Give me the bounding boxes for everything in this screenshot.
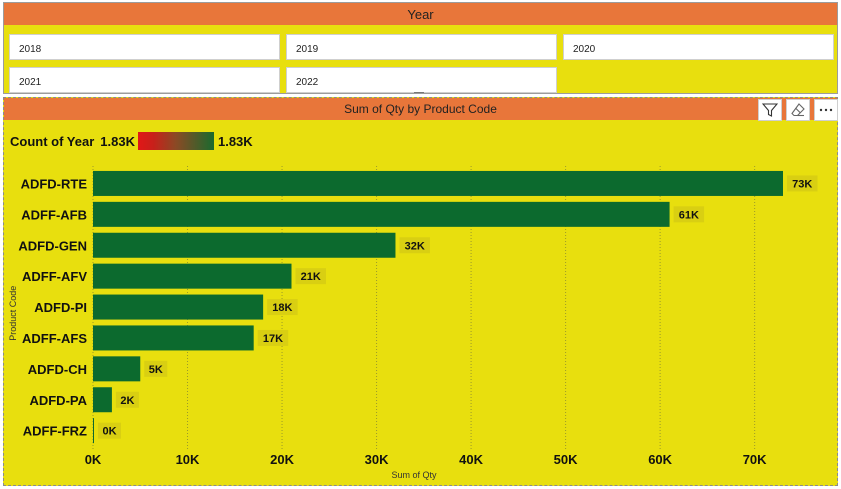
x-tick-label: 40K xyxy=(459,452,483,467)
data-label: 21K xyxy=(301,271,321,283)
x-tick-label: 60K xyxy=(648,452,672,467)
bar xyxy=(93,325,254,351)
bar-chart-visual: Sum of Qty by Product Code Count of Year… xyxy=(3,97,838,486)
data-label-bg xyxy=(257,329,289,346)
x-tick-label: 70K xyxy=(743,452,767,467)
bar xyxy=(93,170,783,196)
category-label: ADFF-AFB xyxy=(21,207,87,222)
data-label: 5K xyxy=(149,364,163,376)
x-tick-label: 10K xyxy=(176,452,200,467)
data-label: 17K xyxy=(263,333,283,345)
legend-gradient xyxy=(137,132,214,150)
x-tick-label: 50K xyxy=(554,452,578,467)
y-axis-title: Product Code xyxy=(8,286,18,341)
data-label-bg xyxy=(267,299,298,316)
data-label-bg xyxy=(115,391,139,408)
slicer-title: Year xyxy=(4,3,837,25)
bar xyxy=(93,356,141,382)
category-label: ADFD-CH xyxy=(28,362,87,377)
category-label: ADFF-AFV xyxy=(22,269,87,284)
bar xyxy=(93,232,396,258)
more-options-button[interactable] xyxy=(814,99,838,121)
data-label-bg xyxy=(295,268,326,285)
bar xyxy=(93,294,264,320)
filter-button[interactable] xyxy=(758,99,782,121)
data-label-bg xyxy=(787,175,818,192)
data-label-bg xyxy=(144,360,168,377)
data-label-bg xyxy=(673,206,705,223)
data-label: 32K xyxy=(405,240,425,252)
bar xyxy=(93,387,112,413)
chart-title: Sum of Qty by Product Code xyxy=(4,98,837,120)
data-label-bg xyxy=(98,422,121,439)
x-tick-label: 0K xyxy=(85,452,102,467)
data-label: 2K xyxy=(120,395,134,407)
legend-max: 1.83K xyxy=(217,133,253,149)
legend-min: 1.83K xyxy=(100,133,135,149)
data-label-bg xyxy=(399,237,430,254)
bar xyxy=(93,201,670,227)
slicer-option-2019[interactable]: 2019 xyxy=(286,34,557,60)
slicer-option-2022[interactable]: 2022 xyxy=(286,67,557,93)
eraser-icon xyxy=(791,103,805,117)
clear-button[interactable] xyxy=(786,99,810,121)
category-label: ADFD-PI xyxy=(34,300,87,315)
filter-icon xyxy=(762,103,778,117)
category-label: ADFD-GEN xyxy=(18,238,87,253)
x-tick-label: 30K xyxy=(365,452,389,467)
legend-label: Count of Year xyxy=(10,133,95,149)
x-axis-title: Sum of Qty xyxy=(391,470,437,480)
color-legend: Count of Year 1.83K 1.83K xyxy=(10,131,253,151)
category-label: ADFD-RTE xyxy=(21,176,88,191)
bar xyxy=(93,263,292,289)
data-label: 73K xyxy=(792,178,812,190)
slicer-option-2020[interactable]: 2020 xyxy=(563,34,834,60)
more-options-icon xyxy=(819,108,833,112)
data-label: 0K xyxy=(102,426,116,438)
bar xyxy=(93,418,94,444)
x-tick-label: 20K xyxy=(270,452,294,467)
slicer-option-2021[interactable]: 2021 xyxy=(9,67,280,93)
category-label: ADFF-AFS xyxy=(22,331,87,346)
category-label: ADFF-FRZ xyxy=(23,424,87,439)
data-label: 18K xyxy=(272,302,292,314)
slicer-option-2018[interactable]: 2018 xyxy=(9,34,280,60)
year-slicer: Year 2018 2019 2020 2021 2022 xyxy=(3,2,838,94)
chart-plot-area: 0K 10K 20K 30K 40K 50K 60K 70K Sum of Qty Product… xyxy=(8,166,818,480)
category-label: ADFD-PA xyxy=(29,393,87,408)
data-label: 61K xyxy=(679,209,699,221)
